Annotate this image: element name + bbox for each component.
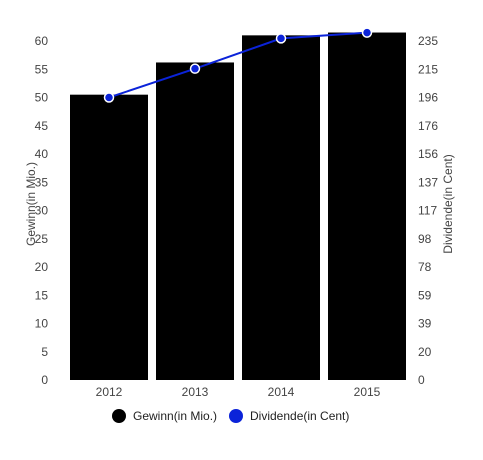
x-axis: 2012 2013 2014 2015: [96, 385, 381, 399]
left-tick-label: 5: [41, 345, 48, 359]
left-tick-label: 15: [35, 288, 49, 302]
bar-2013: [156, 62, 234, 380]
right-tick-label: 156: [418, 147, 438, 161]
right-tick-label: 235: [418, 34, 438, 48]
line-layer: [103, 27, 373, 103]
right-tick-label: 20: [418, 345, 432, 359]
right-tick-label: 39: [418, 317, 432, 331]
left-tick-label: 0: [41, 373, 48, 387]
left-tick-label: 10: [35, 317, 49, 331]
right-tick-label: 98: [418, 232, 432, 246]
right-tick-label: 117: [418, 204, 437, 218]
x-tick-label: 2012: [96, 385, 123, 399]
left-tick-label: 45: [35, 119, 49, 133]
x-tick-label: 2014: [268, 385, 295, 399]
dividend-point-2013: [189, 63, 201, 74]
right-tick-label: 78: [418, 260, 432, 274]
legend-label-dividende: Dividende(in Cent): [250, 409, 349, 423]
right-axis: 0 20 39 59 78 98 117 137 156 176 196 215 235: [418, 34, 438, 387]
legend-marker-gewinn: [112, 409, 126, 423]
left-tick-label: 55: [35, 62, 49, 76]
legend-label-gewinn: Gewinn(in Mio.): [133, 409, 217, 423]
left-tick-label: 25: [35, 232, 49, 246]
dividend-point-2014: [275, 33, 287, 44]
dividend-line: [108, 31, 368, 99]
x-tick-label: 2013: [182, 385, 209, 399]
right-tick-label: 0: [418, 373, 425, 387]
right-tick-label: 59: [418, 288, 432, 302]
left-tick-label: 60: [35, 34, 49, 48]
left-tick-label: 35: [35, 175, 49, 189]
left-tick-label: 40: [35, 147, 49, 161]
right-tick-label: 215: [418, 62, 438, 76]
right-tick-label: 196: [418, 91, 438, 105]
left-tick-label: 20: [35, 260, 49, 274]
bar-2012: [70, 94, 148, 381]
bars-layer: [70, 32, 406, 381]
right-axis-title: Dividende(in Cent): [441, 154, 455, 253]
dividend-point-2012: [103, 92, 115, 103]
left-axis-title: Gewinn(in Mio.): [24, 162, 38, 246]
legend-marker-dividende: [229, 409, 243, 423]
left-axis: 0 5 10 15 20 25 30 35 40 45 50 55 60: [35, 34, 49, 387]
x-tick-label: 2015: [354, 385, 381, 399]
right-tick-label: 176: [418, 119, 438, 133]
dividend-point-2015: [361, 27, 373, 38]
left-tick-label: 30: [35, 204, 49, 218]
bar-2014: [242, 35, 320, 380]
right-tick-label: 137: [418, 175, 438, 189]
left-tick-label: 50: [35, 91, 49, 105]
legend: Gewinn(in Mio.) Dividende(in Cent): [112, 409, 349, 423]
bar-2015: [328, 32, 406, 381]
